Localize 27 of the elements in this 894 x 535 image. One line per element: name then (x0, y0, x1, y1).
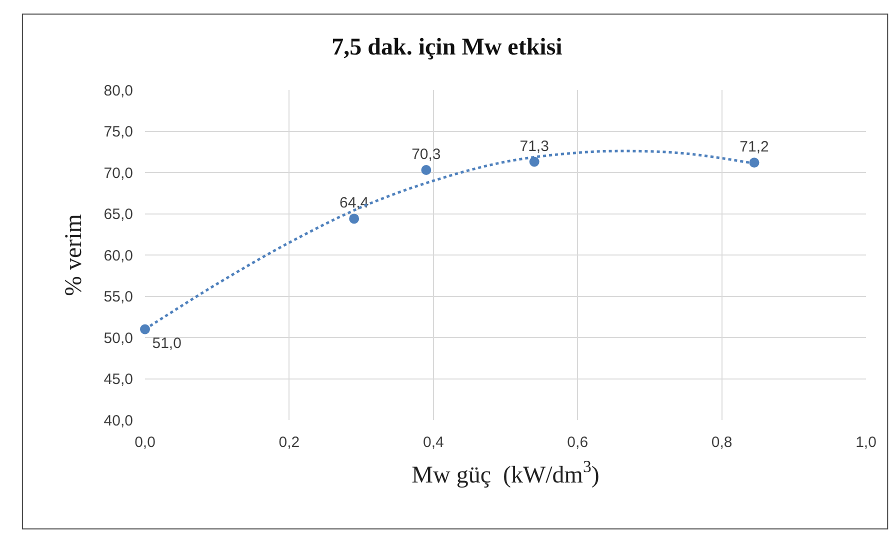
y-axis-title: % verim (60, 214, 87, 296)
data-label: 71,3 (520, 138, 549, 155)
y-tick-label: 45,0 (104, 371, 133, 388)
data-label: 51,0 (152, 334, 182, 352)
x-tick-label: 0,4 (422, 434, 444, 451)
x-tick-label: 0,2 (278, 434, 300, 451)
y-tick-label: 55,0 (104, 288, 133, 306)
point (349, 214, 360, 224)
chart-title: 7,5 dak. için Mw etkisi (332, 34, 563, 60)
x-tick-label: 0,8 (711, 434, 732, 451)
y-tick-label: 50,0 (104, 330, 133, 347)
x-tick-label: 0,6 (567, 434, 588, 451)
data-label: 71,2 (740, 138, 769, 156)
y-tick-label: 75,0 (104, 124, 133, 140)
y-tick-label: 40,0 (104, 412, 133, 430)
point (421, 165, 432, 176)
x-axis-title: Mw güç (kW/dm$^{3}$) (412, 457, 600, 488)
x-tick-label: 1,0 (856, 434, 876, 451)
x-tick-label: 0,0 (134, 434, 156, 451)
y-tick-label: 70,0 (104, 164, 133, 182)
y-tick-label: 60,0 (104, 247, 133, 264)
data-label: 70,3 (412, 146, 441, 164)
point (529, 156, 540, 167)
y-tick-label: 80,0 (104, 82, 133, 100)
data-label: 64,4 (339, 194, 369, 212)
point (749, 158, 760, 168)
y-tick-label: 65,0 (104, 206, 133, 223)
